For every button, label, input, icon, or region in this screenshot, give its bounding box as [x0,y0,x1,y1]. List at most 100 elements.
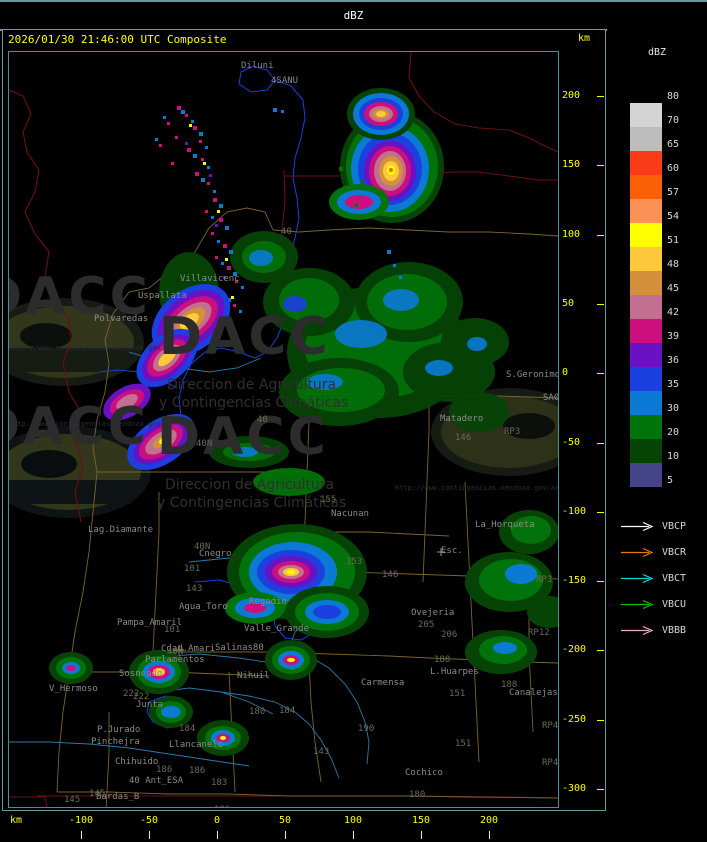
vector-legend-label: VBCT [662,573,687,584]
timestamp-label: 2026/01/30 21:46:00 UTC Composite [8,33,227,46]
vector-legend-row[interactable]: VBCT [607,568,707,594]
x-axis-tick-mark [353,831,354,839]
vector-legend-row[interactable]: VBCP [607,516,707,542]
vector-legend-label: VBCU [662,599,687,610]
y-axis-tick-label: 150 [562,159,581,171]
x-axis-unit-label: km [10,815,23,826]
vector-legend-label: VBBB [662,625,687,636]
x-axis: km -100 -50 0 50 100 150 200 [2,811,606,842]
colorbar-swatch[interactable] [630,223,662,247]
colorbar-tick-label: 39 [667,331,680,342]
x-axis-tick-label: 50 [278,815,292,826]
y-axis-tick-mark [597,234,604,236]
arrow-icon [621,599,654,610]
colorbar-tick-label: 80 [667,91,680,102]
colorbar-swatch[interactable] [630,463,662,487]
arrow-icon [621,573,654,584]
y-axis-tick-label: -250 [562,713,587,725]
colorbar-tick-label: 48 [667,259,680,270]
colorbar-swatch[interactable] [630,295,662,319]
y-axis-tick-label: -100 [562,505,587,517]
window-title-bar: dBZ [0,0,707,31]
site-markers [174,548,445,655]
arrow-icon [621,547,654,558]
vector-legend: VBCP VBCR VBCT VBCU VBBB [607,516,707,646]
colorbar-swatch[interactable] [630,199,662,223]
arrow-icon [621,521,654,532]
colorbar-swatch[interactable] [630,343,662,367]
colorbar-swatch[interactable] [630,175,662,199]
colorbar-swatch[interactable] [630,103,662,127]
colorbar-tick-label: 70 [667,115,680,126]
dbz-colorbar[interactable] [630,103,662,487]
colorbar-swatch[interactable] [630,319,662,343]
x-axis-tick-mark [217,831,218,839]
colorbar-tick-label: 10 [667,451,680,462]
vector-legend-row[interactable]: VBCU [607,594,707,620]
colorbar-tick-label: 45 [667,283,680,294]
y-axis-tick-mark [597,789,604,790]
arrow-icon [621,625,654,636]
y-axis-tick-label: -200 [562,644,587,656]
y-axis-tick-mark [597,96,604,97]
colorbar-swatch[interactable] [630,415,662,439]
colorbar-tick-label: 51 [667,235,680,246]
y-axis-tick-label: 200 [562,90,581,101]
y-axis-tick-label: 50 [562,297,575,309]
radar-echo-layer [49,88,558,756]
colorbar-tick-label: 42 [667,307,680,318]
x-axis-tick-mark [149,831,150,839]
colorbar-tick-label: 30 [667,403,680,414]
x-axis-tick-label: 150 [411,815,431,826]
colorbar-tick-label: 60 [667,163,680,174]
vector-legend-row[interactable]: VBCR [607,542,707,568]
colorbar-title: dBZ [647,47,667,58]
colorbar-swatch[interactable] [630,127,662,151]
colorbar-tick-label: 36 [667,355,680,366]
radar-map-canvas [9,52,558,807]
x-axis-tick-mark [421,831,422,839]
vector-legend-row[interactable]: VBBB [607,620,707,646]
colorbar-swatch[interactable] [630,391,662,415]
y-axis-tick-mark [597,165,604,167]
x-axis-tick-label: -100 [68,815,94,826]
y-axis-tick-mark [597,373,604,375]
y-axis: 200 150 100 50 0 -50 -100 -150 -200 -250 -300 [560,51,606,808]
x-axis-tick-mark [489,831,490,839]
colorbar-tick-label: 57 [667,187,680,198]
colorbar-tick-label: 5 [667,475,674,486]
colorbar-swatch[interactable] [630,247,662,271]
x-axis-tick-mark [285,831,286,839]
x-axis-tick-label: 100 [343,815,363,826]
y-axis-tick-label: -50 [562,436,581,448]
y-axis-tick-mark [597,581,604,583]
y-axis-tick-mark [597,511,604,513]
x-axis-tick-label: -50 [139,815,159,826]
y-axis-tick-label: -150 [562,575,587,587]
colorbar-swatch[interactable] [630,367,662,391]
vector-legend-label: VBCP [662,521,687,532]
vector-legend-label: VBCR [662,547,687,558]
y-axis-tick-mark [597,303,604,305]
colorbar-tick-label: 65 [667,139,680,150]
colorbar-tick-label: 20 [667,427,680,438]
colorbar-swatch[interactable] [630,439,662,463]
colorbar-tick-label: 35 [667,379,680,390]
radar-map-viewport[interactable]: DACC Direccion de Agricultura y Continge… [8,51,559,808]
window-title: dBZ [343,9,364,22]
colorbar-tick-label: 54 [667,211,680,222]
y-axis-tick-label: -300 [562,783,587,794]
y-axis-tick-label: 100 [562,228,581,240]
y-axis-unit-label: km [578,33,591,44]
y-axis-tick-mark [597,719,604,721]
colorbar-swatch[interactable] [630,151,662,175]
legend-column: dBZ 80 70 65 60 57 54 51 48 45 42 39 36 35 30 20 10 5 VB… [607,29,707,842]
y-axis-tick-mark [597,442,604,444]
y-axis-tick-label: 0 [562,367,569,379]
colorbar-swatch[interactable] [630,271,662,295]
x-axis-tick-label: 200 [479,815,499,826]
y-axis-tick-mark [597,650,604,652]
x-axis-tick-mark [81,831,82,839]
x-axis-tick-label: 0 [213,815,221,826]
